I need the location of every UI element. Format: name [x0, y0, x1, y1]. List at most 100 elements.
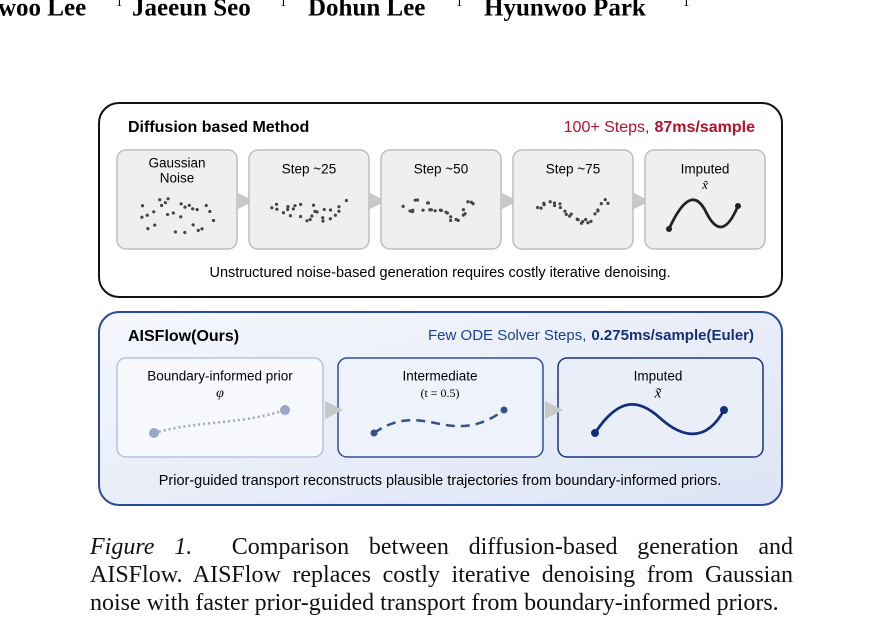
- author-name: woo Lee: [0, 0, 86, 22]
- noise-dot: [593, 212, 597, 216]
- noise-dot: [275, 207, 279, 211]
- panel-label: Imputed: [634, 369, 683, 384]
- noise-dot: [449, 215, 453, 219]
- noise-dot: [305, 219, 309, 223]
- noise-dot: [270, 206, 274, 210]
- noise-dot: [159, 203, 164, 208]
- author-name: Dohun Lee: [308, 0, 425, 22]
- noise-dot: [191, 207, 195, 211]
- noise-dot: [183, 230, 187, 235]
- noise-dot: [589, 219, 593, 223]
- noise-dot: [411, 208, 415, 212]
- noise-dot: [542, 203, 546, 207]
- noise-dot: [140, 215, 144, 219]
- noise-dot: [187, 203, 191, 207]
- noise-dot: [315, 210, 319, 214]
- aisflow-title: AISFlow(Ours): [128, 328, 239, 345]
- noise-dot: [558, 202, 562, 206]
- noise-dot: [539, 206, 543, 210]
- cost-text: Few ODE Solver Steps,: [428, 327, 586, 344]
- diffusion-cost: 100+ Steps, 87ms/sample: [564, 119, 755, 136]
- panel-label: Step ~50: [414, 162, 468, 177]
- noise-dot: [308, 217, 312, 222]
- cost-emphasis: 87ms/sample: [654, 119, 755, 136]
- noise-dot: [321, 219, 325, 223]
- noise-dot: [195, 208, 199, 212]
- noise-dot: [449, 218, 453, 223]
- noise-dot: [274, 202, 279, 206]
- noise-dot: [415, 198, 420, 202]
- noise-dot: [299, 214, 303, 219]
- noise-dot: [211, 218, 216, 223]
- noise-dot: [408, 209, 412, 213]
- noise-dot: [552, 203, 557, 208]
- step-panel: [644, 149, 766, 250]
- noise-dot: [456, 218, 460, 223]
- noise-dot: [158, 198, 162, 202]
- noise-dot: [322, 207, 326, 212]
- author-name: Jaeeun Seo: [132, 0, 251, 22]
- author-line: woo Lee 1 Jaeeun Seo 1 Dohun Lee 1 Hyunw…: [0, 0, 690, 22]
- noise-dot: [433, 209, 437, 213]
- endpoint: [735, 203, 741, 209]
- aisflow-cost: Few ODE Solver Steps, 0.275ms/sample(Eule…: [428, 327, 754, 344]
- panel-label: Step ~25: [282, 162, 336, 177]
- endpoint: [720, 406, 728, 414]
- panel-symbol: (t = 0.5): [420, 386, 459, 400]
- panel-symbol: x̃: [654, 385, 662, 401]
- noise-dot: [438, 208, 442, 212]
- endpoint: [500, 406, 508, 414]
- noise-dot: [463, 212, 467, 216]
- noise-dot: [179, 215, 183, 219]
- endpoint: [591, 429, 599, 437]
- noise-dot: [288, 214, 293, 218]
- caption-text: Comparison between diffusion-based gener…: [90, 534, 793, 616]
- noise-dot: [166, 197, 170, 201]
- noise-dot: [311, 203, 316, 207]
- noise-dot: [552, 201, 557, 205]
- prior-curve: [153, 408, 286, 435]
- noise-dot: [321, 216, 325, 220]
- cost-text: 100+ Steps,: [564, 119, 650, 136]
- noise-dot: [328, 217, 332, 221]
- noise-dot: [426, 201, 430, 205]
- noise-dot: [204, 203, 208, 208]
- noise-dot: [548, 200, 552, 204]
- noise-dot: [563, 209, 567, 213]
- caption-label: Figure 1.: [90, 534, 193, 560]
- panel-label: Noise: [160, 171, 195, 186]
- diffusion-caption: Unstructured noise-based generation requ…: [209, 265, 670, 281]
- noise-dot: [165, 212, 170, 217]
- panel-label: Intermediate: [402, 369, 477, 384]
- panel-label: Imputed: [681, 162, 730, 177]
- noise-dot: [293, 204, 297, 208]
- noise-dot: [146, 227, 150, 231]
- intermediate-curve: [373, 408, 505, 435]
- noise-dot: [564, 212, 568, 216]
- figure: woo Lee 1 Jaeeun Seo 1 Dohun Lee 1 Hyunw…: [0, 0, 783, 506]
- noise-dot: [153, 223, 157, 227]
- endpoint: [280, 405, 290, 415]
- author-mark: 1: [683, 0, 690, 9]
- noise-dot: [310, 214, 314, 218]
- noise-dot: [196, 228, 200, 232]
- noise-dot: [191, 223, 195, 227]
- noise-dot: [569, 212, 573, 216]
- noise-dot: [576, 218, 580, 222]
- panel-label: Boundary-informed prior: [147, 369, 293, 384]
- noise-dot: [179, 202, 183, 206]
- noise-dot: [328, 208, 333, 212]
- figure-caption: Figure 1. Comparison between diffusion-b…: [90, 533, 793, 617]
- noise-dot: [466, 200, 470, 204]
- noise-dot: [281, 211, 286, 215]
- noise-dot: [286, 207, 290, 212]
- panel-symbol: x̃: [701, 177, 709, 192]
- noise-dot: [445, 211, 450, 215]
- noise-dot: [200, 227, 204, 231]
- diffusion-title: Diffusion based Method: [128, 119, 309, 136]
- noise-dot: [183, 205, 187, 209]
- author-mark: 1: [116, 0, 123, 9]
- panel-symbol: φ: [216, 386, 224, 401]
- noise-dot: [344, 198, 348, 203]
